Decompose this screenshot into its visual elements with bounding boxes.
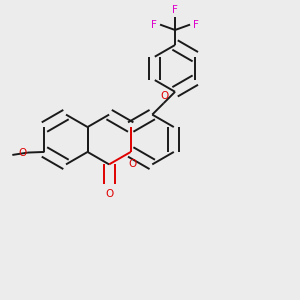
Text: F: F (172, 5, 178, 15)
Text: F: F (152, 20, 158, 30)
Text: O: O (105, 189, 113, 199)
Text: O: O (160, 92, 169, 101)
Text: O: O (19, 148, 27, 158)
Text: O: O (128, 160, 136, 170)
Text: F: F (193, 20, 199, 30)
